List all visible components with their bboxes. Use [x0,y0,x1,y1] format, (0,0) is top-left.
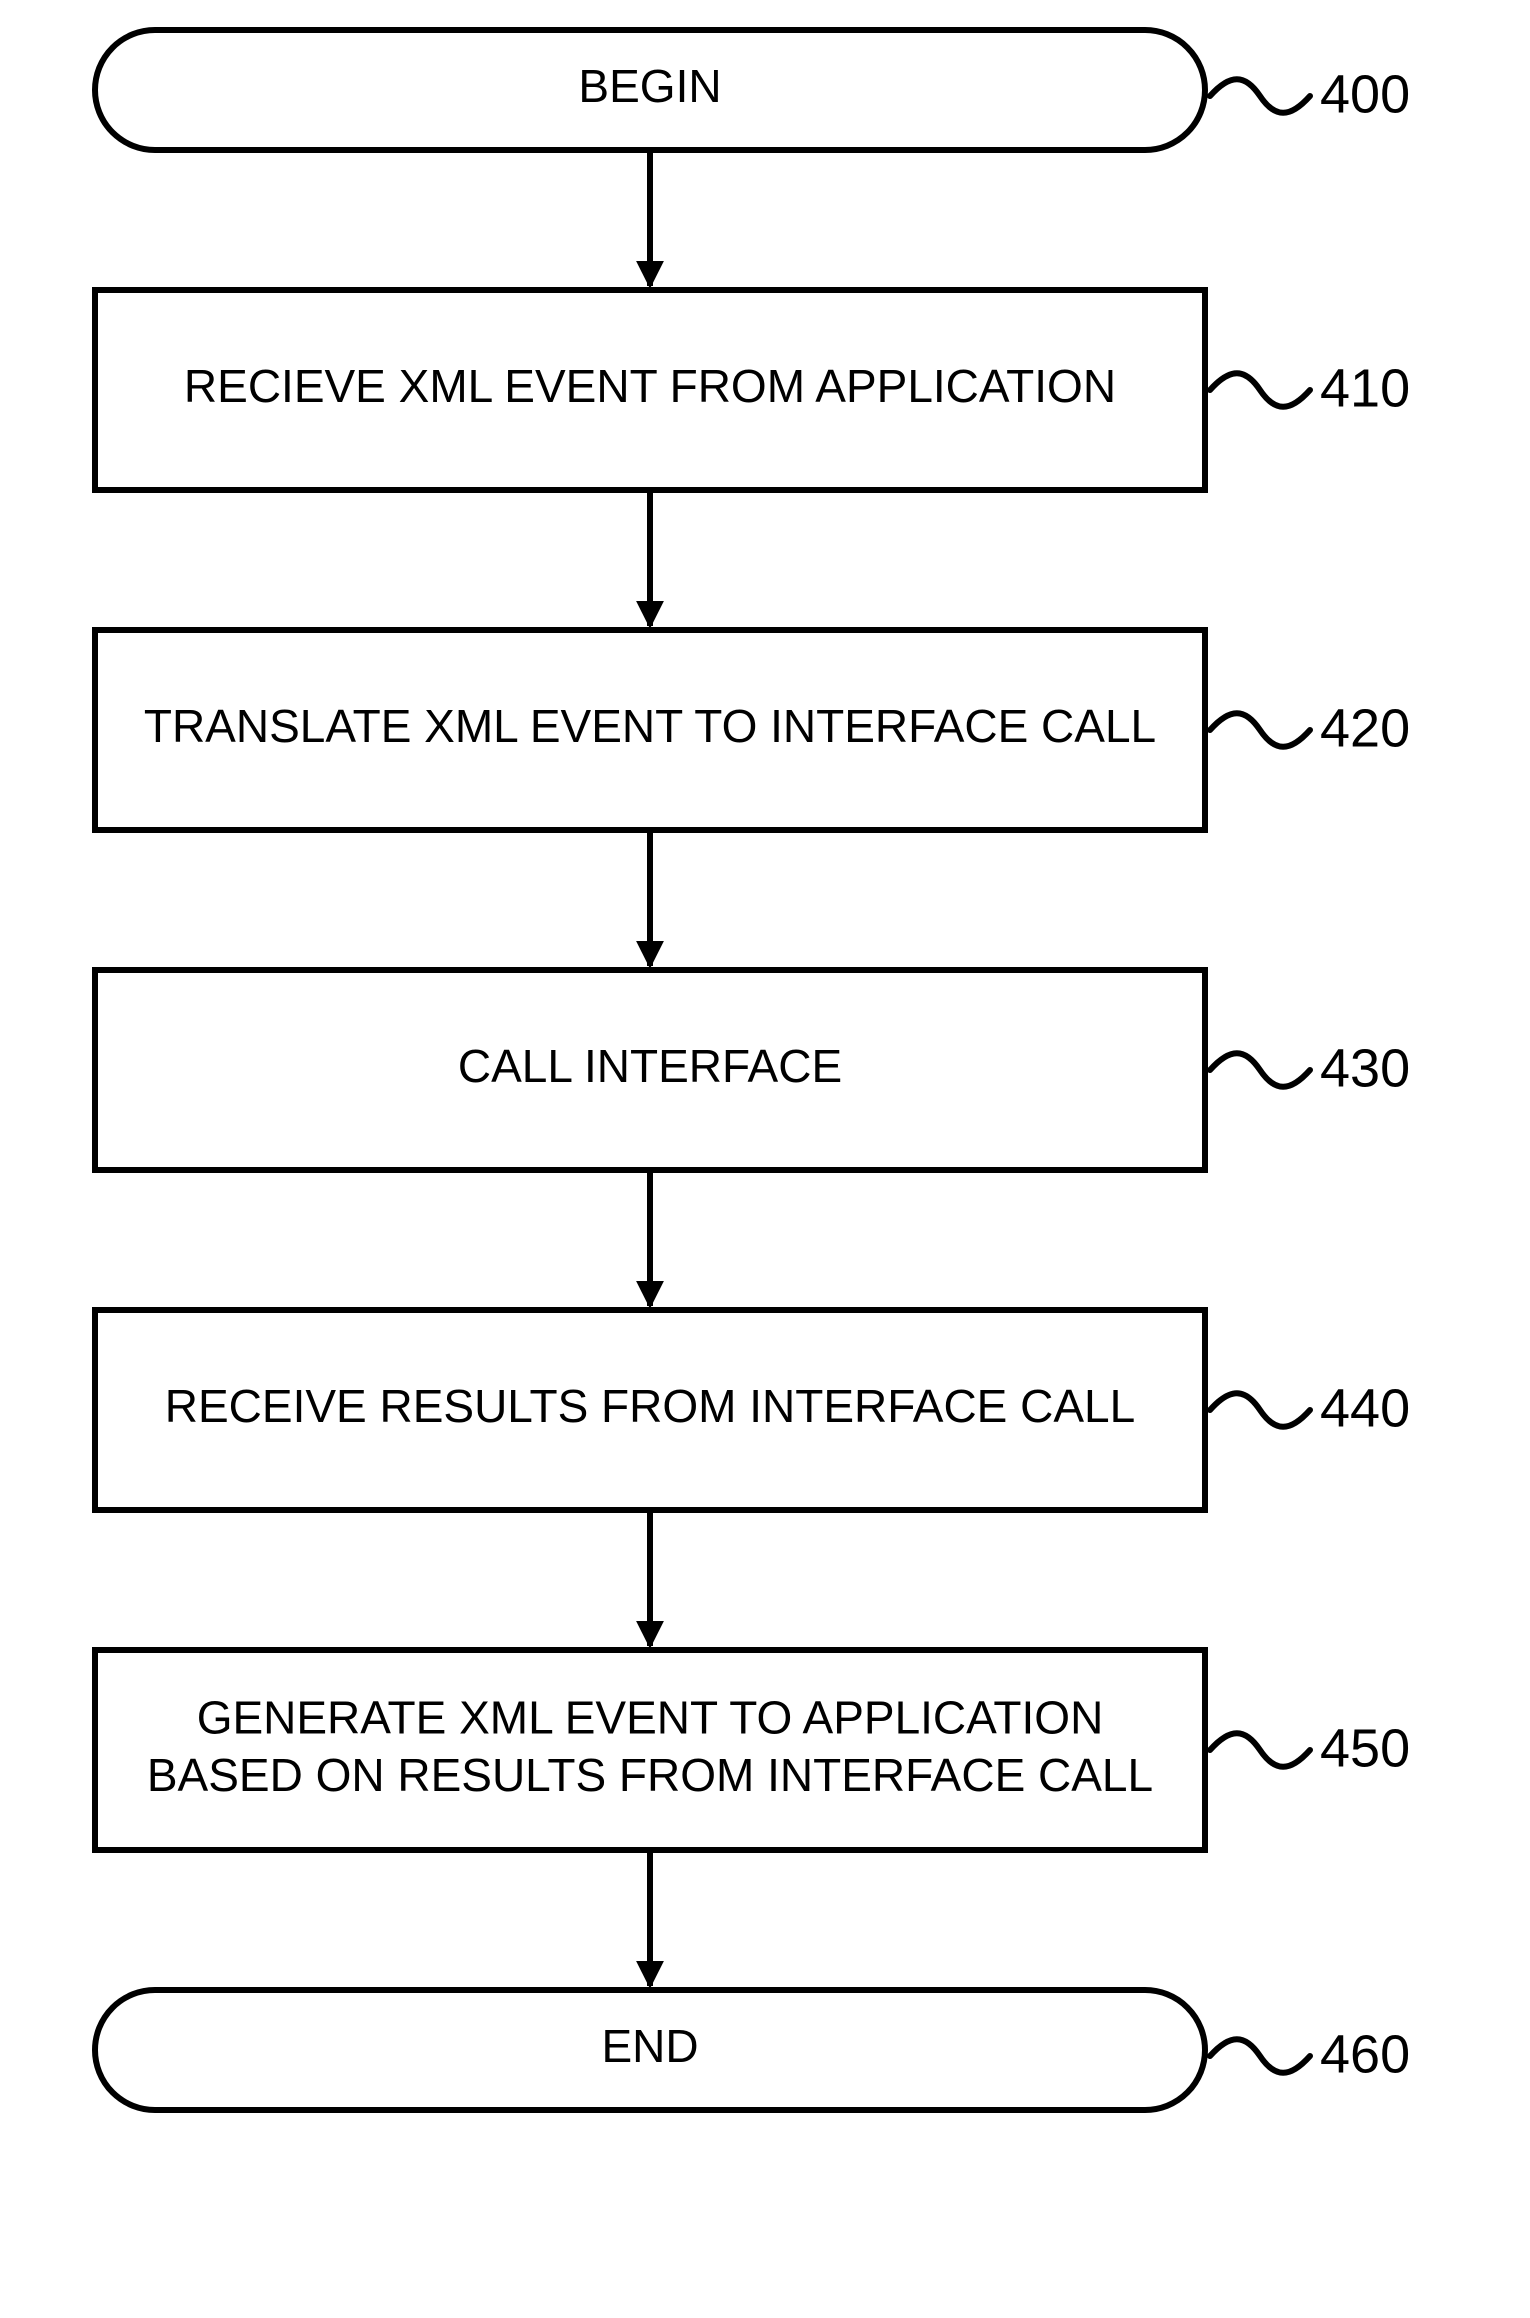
ref-number: 420 [1320,698,1410,758]
ref-number: 400 [1320,64,1410,124]
ref-number: 410 [1320,358,1410,418]
node-label: TRANSLATE XML EVENT TO INTERFACE CALL [144,700,1156,752]
ref-number: 460 [1320,2024,1410,2084]
ref-squiggle [1210,1393,1310,1427]
node-label: CALL INTERFACE [458,1040,842,1092]
ref-squiggle [1210,79,1310,113]
ref-number: 440 [1320,1378,1410,1438]
node-label: RECEIVE RESULTS FROM INTERFACE CALL [165,1380,1135,1432]
node-label: END [601,2020,698,2072]
node-label: BASED ON RESULTS FROM INTERFACE CALL [147,1749,1153,1801]
ref-squiggle [1210,713,1310,747]
ref-squiggle [1210,2039,1310,2073]
ref-squiggle [1210,373,1310,407]
node-label: BEGIN [578,60,721,112]
ref-squiggle [1210,1053,1310,1087]
node-label: GENERATE XML EVENT TO APPLICATION [197,1691,1104,1743]
ref-number: 450 [1320,1718,1410,1778]
ref-squiggle [1210,1733,1310,1767]
node-label: RECIEVE XML EVENT FROM APPLICATION [184,360,1116,412]
ref-number: 430 [1320,1038,1410,1098]
